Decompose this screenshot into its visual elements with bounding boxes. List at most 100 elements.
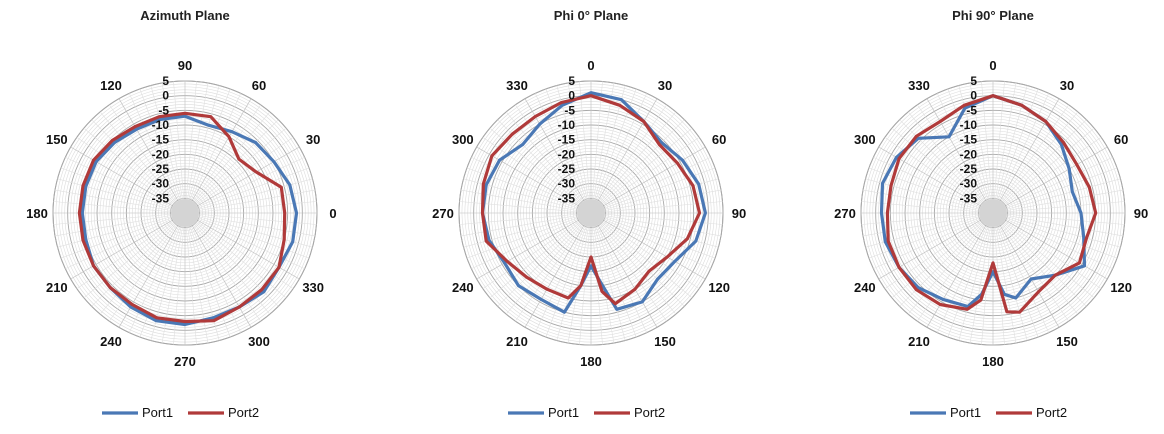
grid-spoke <box>992 212 1102 289</box>
radial-tick-label: -15 <box>558 133 576 147</box>
grid-spoke <box>497 212 592 307</box>
series-port1-line <box>879 94 1087 309</box>
angle-label: 30 <box>1060 78 1074 93</box>
grid-spoke <box>161 82 186 214</box>
grid-spoke <box>54 189 186 214</box>
grid-spoke <box>992 93 1050 214</box>
grid-spoke <box>76 137 186 214</box>
grid-spoke <box>917 212 994 322</box>
center-hub <box>171 199 199 227</box>
grid-spoke <box>992 167 1118 214</box>
grid-spoke <box>992 137 1102 214</box>
grid-spoke <box>139 88 186 214</box>
grid-spoke <box>992 81 1005 214</box>
grid-spoke <box>926 212 994 328</box>
grid-spoke <box>992 212 1125 225</box>
grid-spoke <box>590 137 700 214</box>
angle-label: 120 <box>708 280 730 295</box>
grid-spoke <box>65 212 186 270</box>
grid-spoke <box>515 212 592 322</box>
angle-label: 150 <box>1056 334 1078 349</box>
angle-label: 270 <box>174 354 196 369</box>
grid-spoke <box>981 81 994 214</box>
grid-spoke <box>70 146 186 214</box>
grid-spoke <box>992 212 1079 315</box>
grid-spoke <box>150 85 186 214</box>
grid-spoke <box>992 212 1124 237</box>
grid-spoke <box>482 212 592 289</box>
grid-spoke <box>590 201 723 214</box>
radial-tick-label: -35 <box>558 191 576 205</box>
grid-spoke <box>109 212 186 322</box>
center-hub <box>979 199 1007 227</box>
angle-label: 210 <box>506 334 528 349</box>
radial-tick-label: -20 <box>152 147 170 161</box>
angle-label: 330 <box>908 78 930 93</box>
radial-tick-label: -30 <box>152 177 170 191</box>
grid-spoke <box>992 212 1108 280</box>
grid-spoke <box>936 212 994 333</box>
angle-label: 300 <box>248 334 270 349</box>
grid-spoke <box>99 212 186 315</box>
grid-spoke <box>505 212 592 315</box>
grid-spoke <box>992 189 1124 214</box>
radial-tick-label: -30 <box>960 177 978 191</box>
angle-label: 180 <box>580 354 602 369</box>
angle-label: 180 <box>982 354 1004 369</box>
grid-spoke <box>992 201 1125 214</box>
radial-tick-label: 5 <box>568 74 575 88</box>
angle-label: 30 <box>306 132 320 147</box>
angle-label: 60 <box>1114 132 1128 147</box>
grid-spoke <box>567 82 592 214</box>
grid-spoke <box>992 212 1121 248</box>
grid-spoke <box>992 212 1060 328</box>
grid-spoke <box>57 178 186 214</box>
angle-label: 180 <box>26 206 48 221</box>
grid-spoke <box>590 212 667 322</box>
grid-spoke <box>471 212 592 270</box>
grid-spoke <box>969 212 994 344</box>
angle-label: 0 <box>587 58 594 73</box>
polar-chart-3: 50-5-10-15-20-25-30-35030609012015018021… <box>834 8 1148 420</box>
angle-label: 120 <box>1110 280 1132 295</box>
grid-spoke <box>471 156 592 214</box>
grid-spoke <box>590 212 626 341</box>
grid-spoke <box>524 212 592 328</box>
grid-spoke <box>184 127 287 214</box>
grid-spoke <box>53 212 186 225</box>
grid-spoke <box>184 81 197 214</box>
radial-tick-label: -20 <box>960 147 978 161</box>
angle-label: 300 <box>452 132 474 147</box>
grid-spoke <box>466 212 592 259</box>
center-hub <box>577 199 605 227</box>
angle-label: 0 <box>329 206 336 221</box>
chart-title: Phi 90° Plane <box>952 8 1034 23</box>
grid-spoke <box>590 81 603 214</box>
angle-label: 240 <box>452 280 474 295</box>
grid-spoke <box>545 88 592 214</box>
angle-label: 210 <box>908 334 930 349</box>
legend-label-port1: Port1 <box>142 405 173 420</box>
legend: Port1 Port2 <box>102 405 259 420</box>
grid-spoke <box>590 212 677 315</box>
angle-label: 330 <box>302 280 324 295</box>
grid-spoke <box>992 156 1113 214</box>
radial-tick-label: -5 <box>966 103 977 117</box>
legend-label-port2: Port2 <box>634 405 665 420</box>
radial-tick-label: -20 <box>558 147 576 161</box>
grid-spoke <box>70 212 186 280</box>
radial-tick-label: 5 <box>970 74 977 88</box>
grid-spoke <box>99 111 186 214</box>
legend-label-port2: Port2 <box>228 405 259 420</box>
grid-spoke <box>567 212 592 344</box>
grid-spoke <box>590 212 637 338</box>
angle-label: 240 <box>100 334 122 349</box>
radial-tick-label: -10 <box>960 118 978 132</box>
series-port2-line <box>480 94 702 306</box>
grid-spoke <box>184 85 220 214</box>
grid-spoke <box>992 146 1108 214</box>
angle-label: 0 <box>989 58 996 73</box>
angle-label: 60 <box>712 132 726 147</box>
grid-spoke <box>590 212 685 307</box>
grid-spoke <box>992 119 1087 214</box>
